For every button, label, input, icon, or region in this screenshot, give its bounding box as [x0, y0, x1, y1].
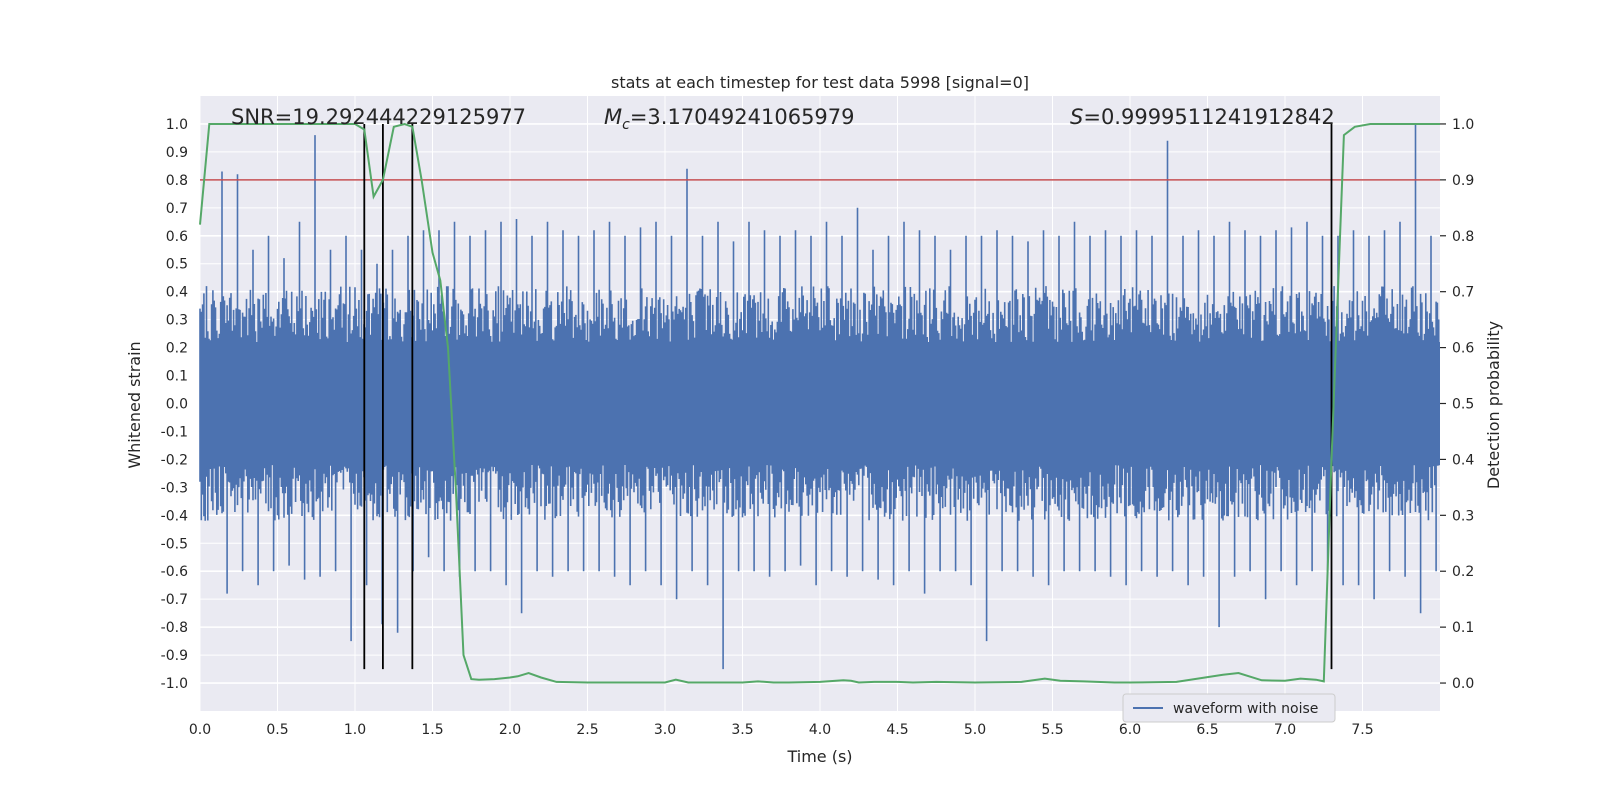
y-tick-label-right: 0.9 — [1452, 173, 1474, 189]
x-tick-label: 5.5 — [1041, 722, 1063, 738]
significance-value: =0.9999511241912842 — [1083, 105, 1334, 129]
x-tick-label: 5.0 — [964, 722, 986, 738]
x-tick-label: 4.5 — [886, 722, 908, 738]
x-tick-label: 3.5 — [731, 722, 753, 738]
x-tick-label: 4.0 — [809, 722, 831, 738]
y-tick-label: -0.7 — [161, 592, 188, 608]
y-tick-label: -0.3 — [161, 480, 188, 496]
y-tick-label: 0.5 — [166, 257, 188, 273]
y-tick-label-right: 0.5 — [1452, 397, 1474, 413]
y-tick-label-right: 0.6 — [1452, 341, 1474, 357]
y-tick-label-right: 0.8 — [1452, 229, 1474, 245]
y-axis-label: Whitened strain — [125, 341, 144, 468]
significance-annotation: S=0.9999511241912842 — [1070, 105, 1335, 129]
chirp-mass-subscript: c — [622, 117, 630, 133]
legend-box — [1122, 693, 1336, 723]
chart-title: stats at each timestep for test data 599… — [611, 73, 1029, 92]
snr-annotation: SNR=19.292444229125977 — [231, 105, 526, 129]
probability-line — [199, 122, 1440, 684]
x-tick-label: 0.0 — [189, 722, 211, 738]
y-tick-label-right: 1.0 — [1452, 117, 1474, 133]
x-tick-label: 0.5 — [266, 722, 288, 738]
y-tick-label: -0.5 — [161, 536, 188, 552]
x-tick-label: 1.5 — [421, 722, 443, 738]
x-tick-label: 2.5 — [576, 722, 598, 738]
y-tick-label: 0.2 — [166, 341, 188, 357]
y-ticks-right: 1.0 0.9 0.8 0.7 0.6 0.5 0.4 0.3 0.2 0.1 0.0 — [1440, 117, 1474, 692]
y-tick-label-right: 0.3 — [1452, 508, 1474, 524]
x-tick-label: 1.0 — [344, 722, 366, 738]
waveform-trace — [199, 124, 1440, 670]
y-tick-label: 0.8 — [166, 173, 188, 189]
y-tick-label: -1.0 — [161, 676, 188, 692]
y-tick-label: -0.8 — [161, 620, 188, 636]
y-axis-label-right: Detection probability — [1484, 321, 1503, 489]
x-tick-label: 2.0 — [499, 722, 521, 738]
x-tick-label: 7.5 — [1351, 722, 1373, 738]
x-tick-label: 6.5 — [1196, 722, 1218, 738]
significance-symbol: S — [1070, 105, 1083, 129]
x-tick-label: 7.0 — [1274, 722, 1296, 738]
x-ticks: 0.0 0.5 1.0 1.5 2.0 2.5 3.0 3.5 4.0 4.5 5.0 5.5 6.0 6… — [189, 722, 1374, 738]
y-tick-label: -0.2 — [161, 452, 188, 468]
y-tick-label: 0.0 — [166, 397, 188, 413]
x-tick-label: 6.0 — [1119, 722, 1141, 738]
y-tick-label: 0.9 — [166, 145, 188, 161]
y-tick-label: 0.4 — [166, 285, 188, 301]
legend: waveform with noise — [1122, 693, 1336, 723]
y-tick-label-right: 0.4 — [1452, 452, 1474, 468]
y-tick-label: 1.0 — [166, 117, 188, 133]
chirp-mass-value: =3.17049241065979 — [630, 105, 855, 129]
y-tick-label: -0.6 — [161, 564, 188, 580]
y-tick-label: -0.4 — [161, 508, 188, 524]
y-tick-label-right: 0.0 — [1452, 676, 1474, 692]
vertical-markers — [363, 123, 1333, 670]
y-tick-label-right: 0.2 — [1452, 564, 1474, 580]
y-tick-label: 0.1 — [166, 369, 188, 385]
probability-series — [199, 122, 1440, 684]
legend-label: waveform with noise — [1173, 701, 1318, 717]
y-tick-label: 0.7 — [166, 201, 188, 217]
y-tick-label: 0.6 — [166, 229, 188, 245]
y-tick-label: -0.1 — [161, 424, 188, 440]
chirp-mass-symbol: M — [604, 105, 622, 129]
y-tick-label: -0.9 — [161, 648, 188, 664]
x-axis-label: Time (s) — [786, 747, 852, 766]
y-tick-label-right: 0.1 — [1452, 620, 1474, 636]
y-tick-label: 0.3 — [166, 313, 188, 329]
y-ticks-left: 1.0 0.9 0.8 0.7 0.6 0.5 0.4 0.3 0.2 0.1 0.0 -0.1 -0.… — [161, 117, 188, 692]
y-tick-label-right: 0.7 — [1452, 285, 1474, 301]
x-tick-label: 3.0 — [654, 722, 676, 738]
waveform-series — [199, 124, 1440, 670]
chirp-mass-annotation: Mc=3.17049241065979 — [604, 105, 855, 133]
